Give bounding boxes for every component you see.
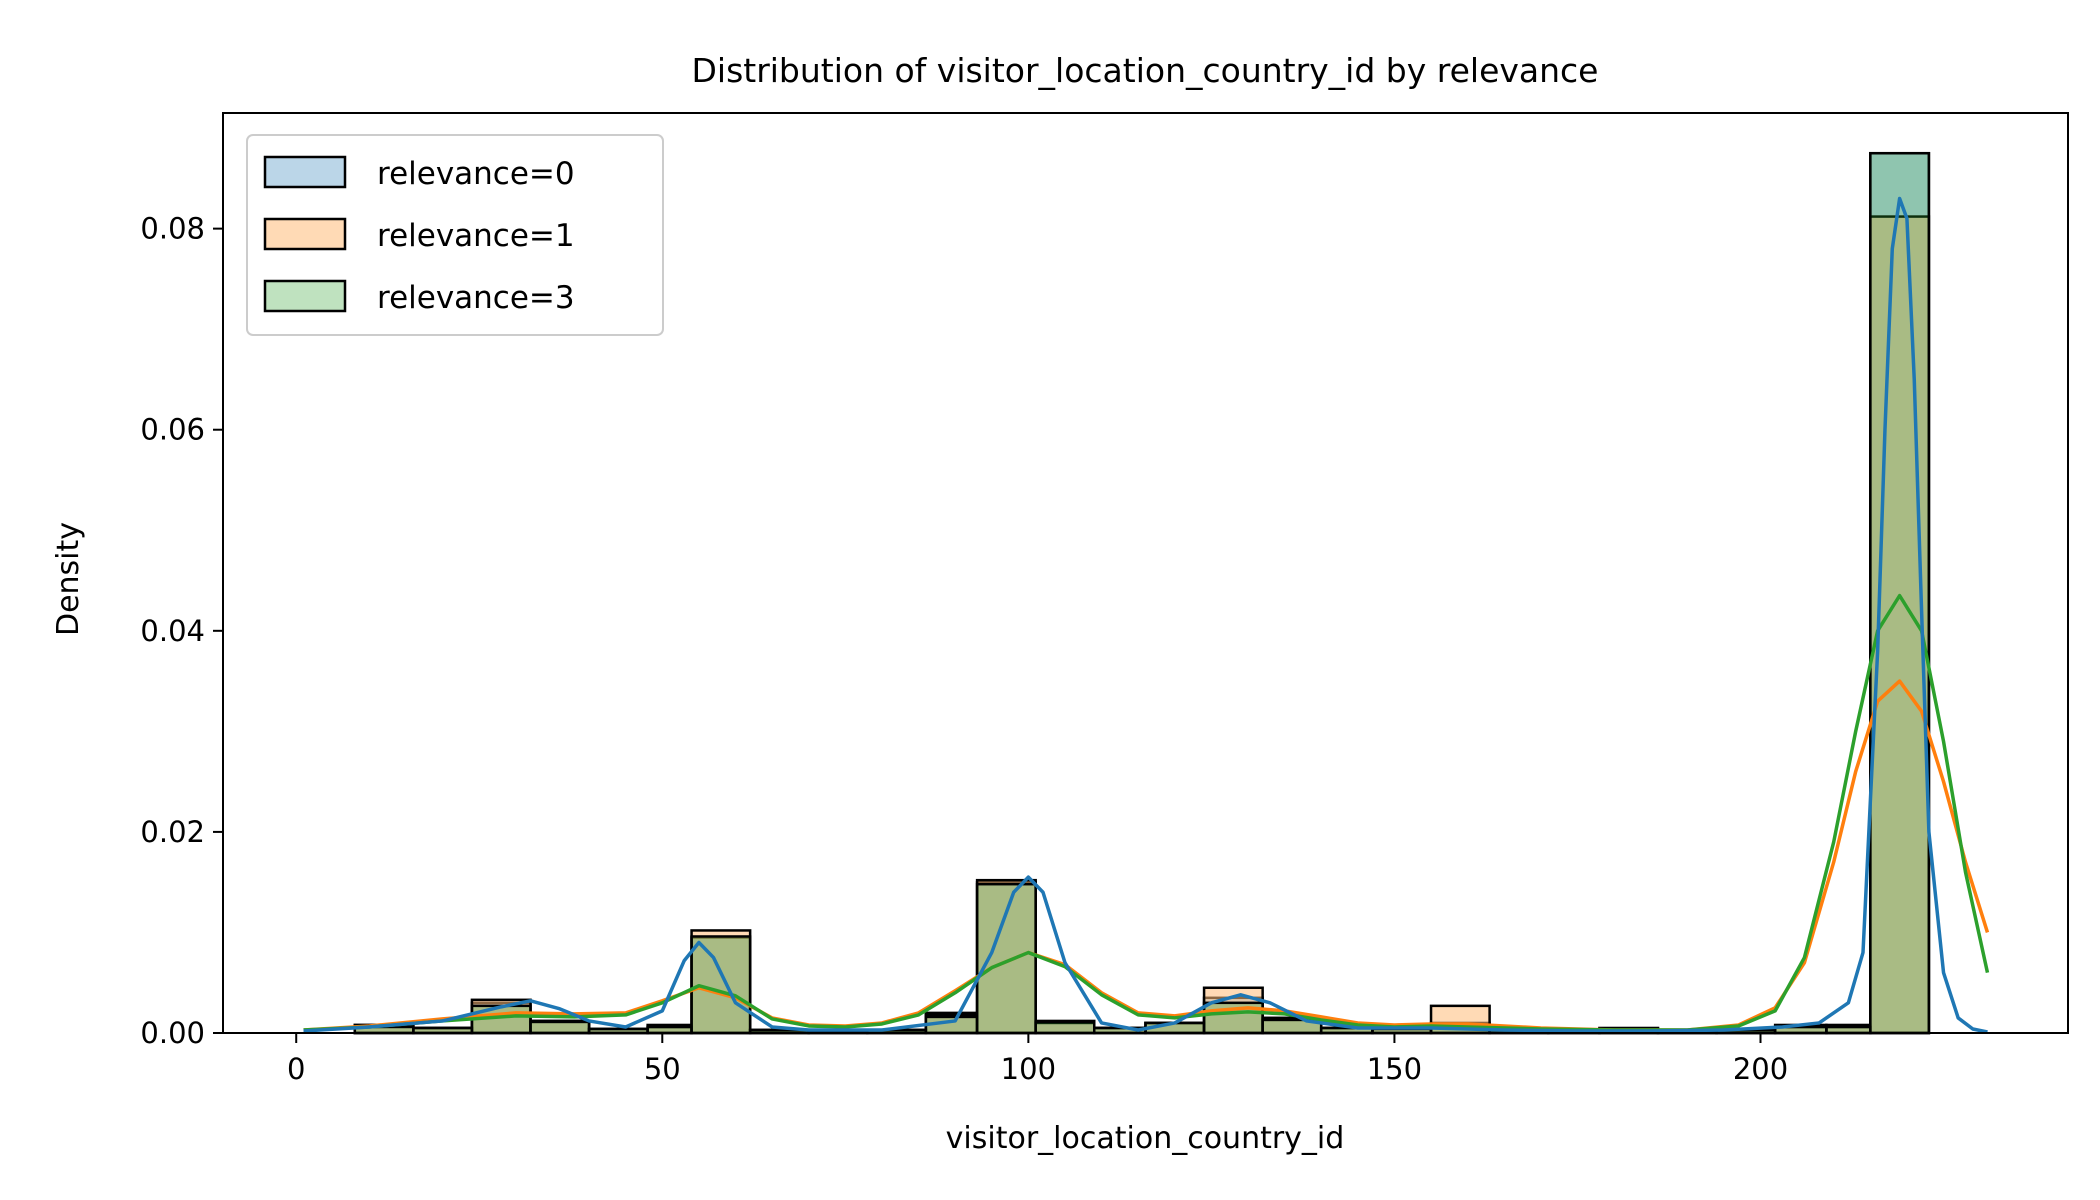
kde-line-series-0 bbox=[303, 196, 1988, 1034]
plot-frame bbox=[222, 112, 2069, 1034]
x-tick-label: 150 bbox=[1367, 1052, 1422, 1086]
legend-box bbox=[246, 134, 664, 336]
y-tick-label: 0.04 bbox=[140, 614, 205, 648]
legend-label: relevance=0 bbox=[377, 156, 575, 192]
histogram-bar bbox=[690, 929, 752, 1035]
kde-line-series-1 bbox=[303, 679, 1990, 1032]
y-tick-label: 0.06 bbox=[140, 413, 205, 447]
legend-label: relevance=1 bbox=[377, 218, 575, 254]
x-tick-label: 200 bbox=[1733, 1052, 1788, 1086]
x-tick-label: 0 bbox=[287, 1052, 305, 1086]
y-tick-label: 0.00 bbox=[140, 1016, 205, 1050]
legend-swatch bbox=[263, 279, 347, 313]
legend-swatch bbox=[263, 217, 347, 251]
y-axis-label: Density bbox=[51, 522, 86, 636]
y-tick-label: 0.08 bbox=[140, 212, 205, 246]
y-tick-label: 0.02 bbox=[140, 815, 205, 849]
x-tick-label: 50 bbox=[644, 1052, 681, 1086]
y-axis: 0.00 0.02 0.04 0.06 0.08 bbox=[140, 212, 223, 1050]
x-tick-label: 100 bbox=[1001, 1052, 1056, 1086]
legend-label: relevance=3 bbox=[377, 280, 575, 316]
kde-line-series-2 bbox=[303, 593, 1990, 1032]
histogram-bar bbox=[975, 882, 1037, 1035]
histogram-bar bbox=[1034, 1020, 1096, 1035]
legend-swatch bbox=[263, 155, 347, 189]
legend: relevance=0 relevance=1 relevance=3 bbox=[246, 134, 664, 336]
histogram-bar bbox=[529, 1020, 591, 1035]
kde-curves bbox=[303, 196, 1990, 1034]
x-axis: 0 50 100 150 200 bbox=[287, 1033, 1788, 1086]
x-axis-label: visitor_location_country_id bbox=[946, 1121, 1345, 1156]
chart-title: Distribution of visitor_location_country… bbox=[691, 51, 1598, 90]
